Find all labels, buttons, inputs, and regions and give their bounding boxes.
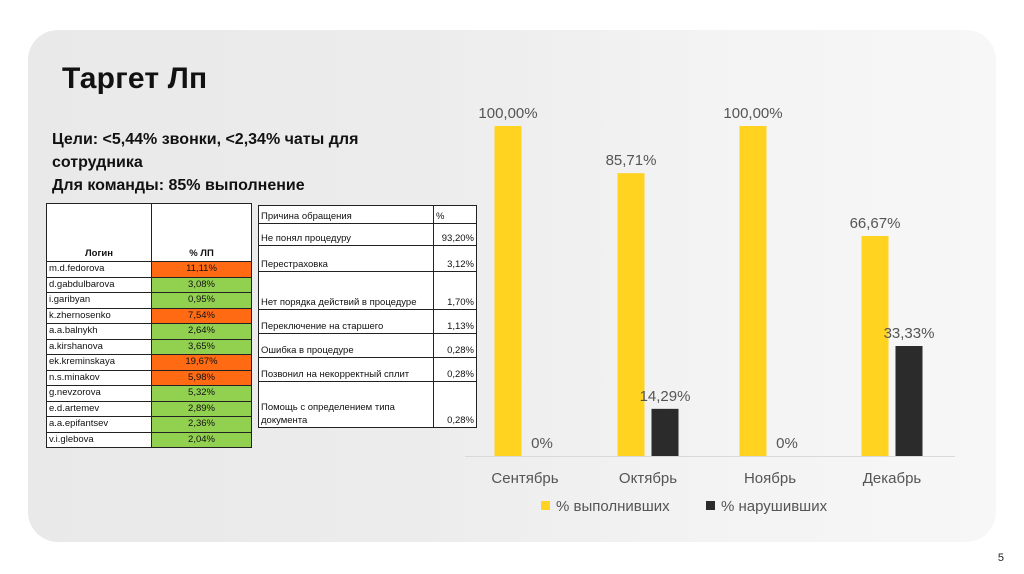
reason-row: Переключение на старшего 1,13%	[258, 309, 477, 334]
bar-violated	[895, 346, 923, 456]
login-row: k.zhernosenko 7,54%	[46, 307, 252, 324]
x-tick-label: Октябрь	[619, 470, 677, 487]
data-label: 66,67%	[850, 215, 901, 232]
percent-cell: 2,64%	[151, 323, 252, 340]
login-row: g.nevzorova 5,32%	[46, 385, 252, 402]
goals-text: Цели: <5,44% звонки, <2,34% чаты для сот…	[52, 128, 362, 197]
login-row: v.i.glebova 2,04%	[46, 431, 252, 448]
goals-line-3: Для команды: 85% выполнение	[52, 177, 305, 194]
data-label: 100,00%	[723, 105, 782, 122]
percent-cell: 2,04%	[151, 431, 252, 448]
legend-label: % выполнивших	[556, 498, 670, 515]
data-label: 33,33%	[884, 325, 935, 342]
reason-cell: Нет порядка действий в процедуре	[258, 271, 434, 310]
data-label: 0%	[776, 435, 798, 452]
login-row: ek.kreminskaya 19,67%	[46, 354, 252, 371]
page-number: 5	[997, 552, 1004, 564]
data-label: 100,00%	[478, 105, 537, 122]
legend-label: % нарушивших	[721, 498, 828, 515]
bar-completed	[739, 126, 767, 456]
goals-line-2: сотрудника	[52, 154, 143, 171]
reason-table: Причина обращения % Не понял процедуру 93…	[258, 205, 477, 428]
reason-table-body: Не понял процедуру 93,20% Перестраховка 3,1…	[258, 223, 477, 428]
bar-violated	[651, 408, 679, 456]
login-table: Логин % ЛП m.d.fedorova 11,11% d.gabdulbar…	[46, 203, 252, 448]
reason-row: Перестраховка 3,12%	[258, 245, 477, 272]
reason-cell: Переключение на старшего	[258, 309, 434, 334]
reason-row: Помощь с определением типа документа 0,28…	[258, 381, 477, 428]
login-header: Логин	[46, 203, 152, 262]
login-table-body: m.d.fedorova 11,11% d.gabdulbarova 3,08% i.g…	[46, 261, 252, 448]
data-label: 85,71%	[606, 152, 657, 169]
reason-row: Нет порядка действий в процедуре 1,70%	[258, 271, 477, 310]
slide-title: Таргет Лп	[62, 62, 208, 95]
reason-cell: Помощь с определением типа документа	[258, 381, 434, 428]
login-row: d.gabdulbarova 3,08%	[46, 276, 252, 293]
login-row: m.d.fedorova 11,11%	[46, 261, 252, 278]
percent-cell: 11,11%	[151, 261, 252, 278]
reason-percent-cell: 0,28%	[433, 381, 477, 428]
x-tick-label: Ноябрь	[744, 470, 796, 487]
login-row: a.a.epifantsev 2,36%	[46, 416, 252, 433]
x-tick-label: Декабрь	[863, 470, 922, 487]
login-row: a.a.balnykh 2,64%	[46, 323, 252, 340]
bar-completed	[494, 126, 522, 456]
percent-cell: 3,65%	[151, 338, 252, 355]
bar-completed	[861, 235, 889, 456]
legend-swatch	[541, 501, 550, 510]
goals-line-1: Цели: <5,44% звонки, <2,34% чаты для	[52, 131, 359, 148]
percent-header: % ЛП	[151, 203, 252, 262]
percent-cell: 3,08%	[151, 276, 252, 293]
legend-swatch	[706, 501, 715, 510]
login-row: e.d.artemev 2,89%	[46, 400, 252, 417]
percent-cell: 7,54%	[151, 307, 252, 324]
data-label: 0%	[531, 435, 553, 452]
reason-percent-cell: 1,13%	[433, 309, 477, 334]
login-cell: v.i.glebova	[46, 431, 152, 448]
login-row: a.kirshanova 3,65%	[46, 338, 252, 355]
percent-cell: 5,32%	[151, 385, 252, 402]
x-tick-label: Сентябрь	[491, 470, 558, 487]
bar-completed	[617, 173, 645, 457]
reason-percent-cell: 0,28%	[433, 357, 477, 382]
data-label: 14,29%	[640, 388, 691, 405]
